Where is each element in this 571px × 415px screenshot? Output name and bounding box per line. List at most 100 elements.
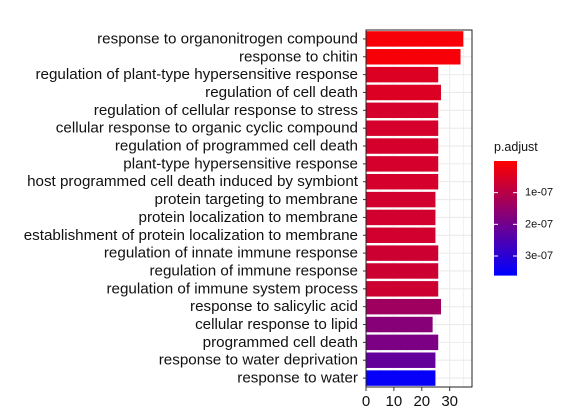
legend-colorbar-segment — [494, 199, 517, 202]
y-tick-label: protein targeting to membrane — [155, 191, 358, 208]
legend-colorbar-segment — [494, 202, 517, 206]
x-axis: 0 10 20 30 — [362, 387, 458, 410]
panel-border — [365, 29, 473, 388]
bar — [365, 226, 437, 244]
legend-colorbar-segment — [494, 204, 517, 208]
bar — [365, 101, 439, 119]
legend-colorbar-segment — [494, 242, 517, 246]
legend-colorbar-segment — [494, 263, 517, 267]
legend-colorbar-segment — [494, 162, 517, 166]
bar — [365, 173, 439, 191]
legend-colorbar-segment — [494, 189, 517, 192]
legend-title: p.adjust — [494, 140, 538, 154]
legend-tick-label: 3e-07 — [525, 250, 553, 262]
legend-colorbar-segment — [494, 161, 517, 164]
legend-colorbar-segment — [494, 183, 517, 187]
y-tick-label: regulation of immune response — [149, 262, 358, 279]
legend-colorbar-segment — [494, 166, 517, 170]
y-tick-label: plant-type hypersensitive response — [123, 155, 358, 172]
bar — [365, 298, 442, 316]
legend-colorbar-segment — [494, 229, 517, 232]
legend-colorbar-segment — [494, 235, 517, 238]
legend-colorbar-segment — [494, 223, 517, 227]
y-tick-label: response to chitin — [239, 48, 358, 65]
legend-colorbar-segment — [494, 164, 517, 168]
bar — [365, 119, 439, 137]
y-tick-label: response to salicylic acid — [190, 298, 358, 315]
y-tick-label: regulation of innate immune response — [104, 245, 358, 262]
legend: p.adjust 1e-07 2e-07 3e-07 — [494, 140, 553, 276]
legend-colorbar-segment — [494, 271, 517, 274]
y-tick-label: protein localization to membrane — [139, 209, 359, 226]
legend-colorbar-segment — [494, 208, 517, 211]
legend-colorbar-segment — [494, 225, 517, 229]
bar — [365, 191, 437, 208]
legend-colorbar-segment — [494, 174, 517, 177]
legend-colorbar-segment — [494, 233, 517, 236]
x-tick-label: 10 — [386, 393, 403, 410]
legend-colorbar-segment — [494, 257, 517, 261]
bar — [365, 84, 442, 101]
legend-colorbar-segment — [494, 178, 517, 181]
bar — [365, 351, 437, 369]
legend-colorbar-segment — [494, 231, 517, 234]
bar — [365, 66, 439, 83]
bar — [365, 334, 439, 351]
x-tick-label: 30 — [441, 393, 458, 410]
legend-colorbar-segment — [494, 261, 517, 265]
y-axis: response to organonitrogen compoundrespo… — [24, 30, 366, 387]
legend-colorbar-segment — [494, 212, 517, 215]
legend-colorbar-segment — [494, 265, 517, 268]
legend-colorbar-segment — [494, 187, 517, 191]
bar — [365, 316, 434, 333]
legend-colorbar-segment — [494, 195, 517, 198]
bar — [365, 137, 439, 155]
legend-colorbar-segment — [494, 206, 517, 210]
bar — [365, 244, 439, 262]
legend-colorbar-segment — [494, 256, 517, 259]
legend-colorbar-segment — [494, 259, 517, 263]
y-tick-label: establishment of protein localization to… — [24, 227, 358, 244]
legend-colorbar-segment — [494, 248, 517, 251]
legend-colorbar-segment — [494, 210, 517, 213]
legend-colorbar-segment — [494, 216, 517, 219]
legend-colorbar-segment — [494, 218, 517, 221]
legend-colorbar-segment — [494, 180, 517, 183]
bar — [365, 48, 462, 66]
bar — [365, 369, 437, 387]
legend-colorbar-segment — [494, 254, 517, 257]
legend-colorbar-segment — [494, 214, 517, 217]
legend-colorbar-segment — [494, 244, 517, 248]
legend-colorbar-segment — [494, 185, 517, 189]
legend-colorbar-segment — [494, 200, 517, 204]
y-tick-label: regulation of plant-type hypersensitive … — [35, 66, 358, 83]
legend-colorbar-segment — [494, 191, 517, 194]
y-tick-label: response to water deprivation — [159, 352, 358, 369]
x-tick-label: 0 — [362, 393, 370, 410]
y-tick-label: response to organonitrogen compound — [97, 30, 358, 47]
legend-tick-label: 1e-07 — [525, 187, 553, 199]
y-tick-label: response to water — [237, 370, 358, 387]
legend-colorbar-segment — [494, 197, 517, 200]
legend-colorbar-segment — [494, 246, 517, 249]
x-tick-label: 20 — [413, 393, 430, 410]
legend-colorbar-segment — [494, 240, 517, 244]
bars — [365, 30, 464, 387]
legend-colorbar-segment — [494, 267, 517, 270]
bar — [365, 155, 439, 173]
bar — [365, 30, 464, 48]
legend-colorbar-segment — [494, 237, 517, 240]
y-tick-label: regulation of cellular response to stres… — [94, 102, 359, 119]
y-tick-label: host programmed cell death induced by sy… — [27, 173, 359, 190]
legend-colorbar-segment — [494, 170, 517, 173]
y-tick-label: regulation of immune system process — [106, 280, 358, 297]
y-tick-label: cellular response to lipid — [195, 316, 358, 333]
y-tick-label: regulation of programmed cell death — [115, 138, 358, 155]
legend-colorbar-segment — [494, 168, 517, 172]
legend-colorbar-segment — [494, 176, 517, 179]
legend-colorbar-segment — [494, 221, 517, 225]
legend-colorbar-segment — [494, 252, 517, 255]
legend-colorbar-segment — [494, 193, 517, 196]
